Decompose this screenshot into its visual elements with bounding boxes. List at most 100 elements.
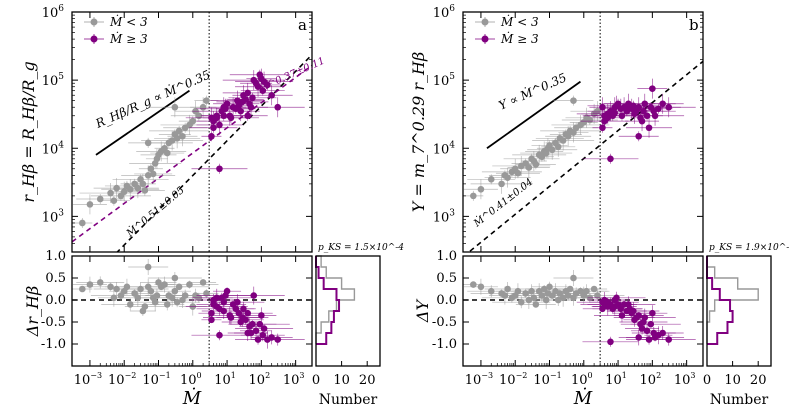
- data-point: [134, 184, 142, 192]
- panel-letter: a: [298, 16, 307, 34]
- legend-marker: [90, 35, 98, 43]
- data-point: [234, 298, 241, 306]
- data-point: [208, 114, 215, 122]
- data-point: [647, 320, 655, 328]
- data-point: [274, 336, 282, 343]
- data-point: [570, 97, 577, 104]
- data-point: [635, 132, 643, 140]
- data-point: [477, 185, 485, 193]
- y-tick-label: 105: [42, 72, 65, 89]
- x-tick-label: 103: [674, 371, 696, 388]
- x-tick-label: 10: [724, 373, 741, 388]
- x-tick-label: 10−2: [108, 371, 136, 388]
- data-point: [470, 281, 477, 288]
- data-point: [611, 109, 619, 117]
- data-point: [171, 103, 179, 111]
- y-tick-label: 0.5: [436, 271, 457, 286]
- series-high: [185, 286, 305, 349]
- data-point: [126, 185, 134, 193]
- legend-label: Ṁ < 3: [500, 14, 539, 29]
- data-point: [244, 112, 252, 120]
- data-point: [147, 165, 155, 173]
- x-tick-label: 10−1: [142, 371, 170, 388]
- tick-exponent: 4: [449, 140, 455, 150]
- series-low: [72, 259, 227, 316]
- tick-exponent: −1: [550, 371, 562, 380]
- data-point: [649, 309, 656, 317]
- data-point: [599, 103, 606, 111]
- data-point: [538, 153, 546, 161]
- x-tick-label: 10−3: [74, 371, 102, 388]
- data-point: [564, 292, 572, 299]
- data-point: [590, 285, 598, 293]
- legend-marker: [481, 35, 489, 43]
- data-point: [604, 114, 612, 122]
- data-point: [189, 117, 197, 125]
- reference-line: [95, 89, 190, 156]
- tick-exponent: −2: [516, 371, 528, 380]
- y-tick-label: 1.0: [45, 249, 66, 264]
- plot-area: [463, 256, 703, 366]
- data-point: [514, 169, 522, 177]
- panel-a-histogram: 0 10 20 Number p_KS = 1.5×10^-4: [312, 243, 404, 407]
- data-point: [168, 137, 176, 144]
- data-point: [242, 316, 250, 324]
- plot-frame: [71, 11, 313, 253]
- tick-exponent: 2: [656, 371, 661, 380]
- series-high: [185, 68, 305, 174]
- y-tick-label: 106: [42, 4, 65, 21]
- y-tick-label: 103: [433, 208, 456, 225]
- histogram-low: [315, 255, 356, 344]
- histogram-high: [706, 256, 734, 345]
- data-point: [559, 137, 567, 144]
- data-point: [638, 325, 646, 332]
- data-point: [264, 81, 271, 89]
- y-tick-label: 105: [433, 72, 456, 89]
- reference-line: [486, 80, 581, 149]
- data-point: [96, 279, 104, 286]
- data-point: [586, 116, 594, 124]
- tick-exponent: 2: [265, 371, 270, 380]
- tick-exponent: 3: [299, 371, 304, 380]
- data-point: [220, 307, 228, 315]
- plot-frame: [462, 255, 704, 367]
- x-axis-label: Number: [710, 392, 769, 407]
- x-tick-label: 103: [283, 371, 305, 388]
- data-point: [79, 219, 86, 227]
- data-point: [86, 201, 94, 208]
- y-axis-label: Δr_Hβ: [23, 286, 42, 337]
- data-point: [208, 309, 215, 317]
- data-point: [163, 301, 171, 308]
- data-point: [203, 290, 210, 297]
- x-tick-label: 10−2: [499, 371, 527, 388]
- y-tick-label: 0.0: [436, 293, 457, 308]
- tick-exponent: 6: [58, 4, 64, 14]
- data-point: [655, 105, 662, 113]
- panel-b-residual: 1.00.50.0-0.5-1.010−3 10−2 10−1 100 101 102 10…: [413, 249, 704, 407]
- data-point: [570, 274, 577, 282]
- legend-label: Ṁ ≥ 3: [109, 31, 148, 46]
- data-point: [641, 314, 649, 321]
- data-point: [470, 192, 477, 200]
- legend-label: Ṁ ≥ 3: [500, 31, 539, 46]
- data-point: [613, 294, 620, 302]
- tick-exponent: 1: [622, 371, 627, 380]
- data-point: [199, 279, 207, 286]
- data-point: [144, 139, 152, 147]
- data-point: [244, 329, 252, 337]
- data-point: [186, 281, 193, 288]
- x-axis-label: Ṁ: [182, 386, 202, 407]
- data-point: [208, 132, 215, 140]
- tick-exponent: 5: [449, 72, 455, 82]
- data-point: [259, 331, 267, 339]
- data-point: [203, 97, 210, 104]
- tick-exponent: 3: [58, 208, 64, 218]
- data-point: [607, 155, 614, 163]
- data-point: [268, 91, 275, 99]
- x-tick-label: 0: [703, 373, 711, 388]
- data-point: [244, 309, 252, 317]
- data-point: [161, 144, 168, 152]
- tick-exponent: 5: [58, 72, 64, 82]
